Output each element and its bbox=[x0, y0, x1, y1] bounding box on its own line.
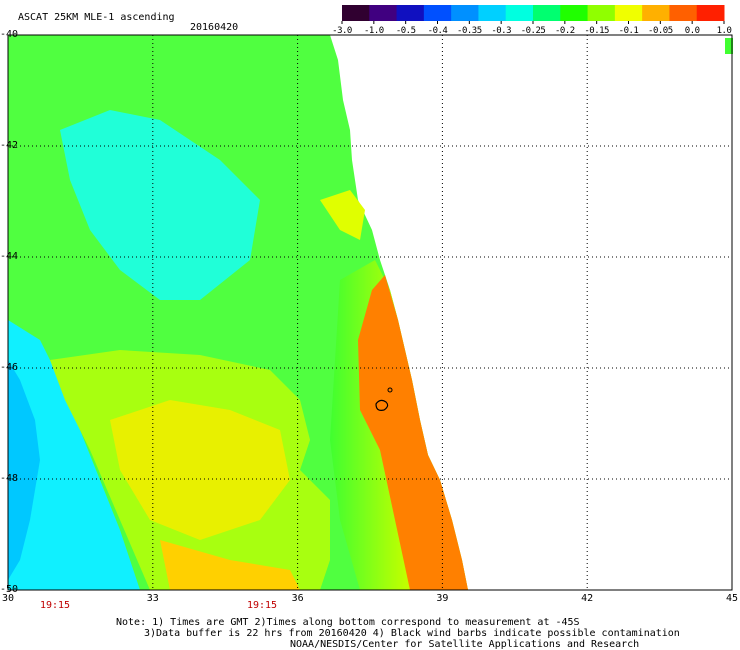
product-date: 20160420 bbox=[190, 22, 239, 33]
lon-tick-label: 33 bbox=[146, 593, 159, 604]
colorbar-tick-label: -1.0 bbox=[363, 26, 384, 36]
colorbar-swatch bbox=[560, 5, 589, 21]
colorbar-tick-label: -3.0 bbox=[332, 26, 352, 36]
lat-tick-label: -44 bbox=[0, 251, 19, 262]
swath-time-label: 19:15 bbox=[39, 600, 71, 611]
contamination-contour bbox=[375, 399, 389, 411]
lon-tick-label: 30 bbox=[1, 593, 15, 604]
lat-tick-label: -40 bbox=[0, 29, 19, 40]
colorbar-tick-label: -0.35 bbox=[457, 26, 482, 36]
colorbar-swatch bbox=[669, 5, 698, 21]
lat-tick-label: -42 bbox=[0, 140, 19, 151]
swath-data bbox=[8, 35, 733, 590]
lat-tick-label: -46 bbox=[0, 362, 19, 373]
colorbar-tick-label: -0.25 bbox=[520, 26, 546, 36]
swath-cyan-west bbox=[8, 320, 140, 590]
colorbar-tick-label: -0.2 bbox=[554, 26, 575, 36]
colorbar-swatch bbox=[396, 5, 425, 21]
contamination-dot bbox=[387, 387, 393, 393]
lon-tick-label: 42 bbox=[581, 593, 594, 604]
swath-fragment bbox=[725, 38, 733, 54]
colorbar-swatch bbox=[478, 5, 507, 21]
colorbar-tick-label: -0.5 bbox=[395, 26, 416, 36]
colorbar-swatch bbox=[642, 5, 670, 21]
colorbar-tick-label: -0.3 bbox=[491, 26, 511, 36]
colorbar-swatch bbox=[587, 5, 616, 21]
note-line-2: 3)Data buffer is 22 hrs from 20160420 4)… bbox=[144, 628, 680, 639]
plot-frame bbox=[7, 34, 733, 591]
swath-yellow-c bbox=[320, 190, 365, 240]
swath-east-orange bbox=[358, 275, 468, 590]
swath-yellow-b bbox=[160, 540, 300, 590]
colorbar-tick-label: -0.15 bbox=[584, 26, 609, 36]
colorbar-tick-label: 0.0 bbox=[684, 26, 700, 36]
colorbar-swatch bbox=[451, 5, 479, 21]
colorbar bbox=[341, 5, 725, 24]
graticule bbox=[8, 35, 732, 590]
lon-tick-label: 36 bbox=[291, 593, 304, 604]
colorbar-swatch bbox=[533, 5, 561, 21]
colorbar-swatch bbox=[505, 5, 534, 21]
colorbar-tick-label: 1.0 bbox=[716, 26, 732, 36]
swath-yellow-a bbox=[110, 400, 290, 540]
swath-time-label: 19:15 bbox=[246, 600, 278, 611]
colorbar-swatch bbox=[423, 5, 452, 21]
colorbar-tick-label: -0.05 bbox=[648, 26, 673, 36]
note-line-1: Note: 1) Times are GMT 2)Times along bot… bbox=[116, 617, 580, 628]
colorbar-tick-label: -0.4 bbox=[427, 26, 448, 36]
colorbar-swatch bbox=[696, 5, 725, 21]
colorbar-swatch bbox=[614, 5, 643, 21]
product-title: ASCAT 25KM MLE-1 ascending bbox=[18, 12, 175, 23]
colorbar-swatch bbox=[342, 5, 370, 21]
swath-cyan-west-dark bbox=[8, 360, 40, 580]
lon-tick-label: 39 bbox=[436, 593, 449, 604]
lat-tick-label: -48 bbox=[0, 473, 19, 484]
note-line-3: NOAA/NESDIS/Center for Satellite Applica… bbox=[290, 639, 640, 650]
lat-tick-label: -50 bbox=[0, 584, 19, 595]
colorbar-tick-label: -0.1 bbox=[618, 26, 639, 36]
swath-cyan-north bbox=[60, 110, 260, 300]
lon-tick-label: 45 bbox=[725, 593, 739, 604]
colorbar-swatch bbox=[369, 5, 398, 21]
